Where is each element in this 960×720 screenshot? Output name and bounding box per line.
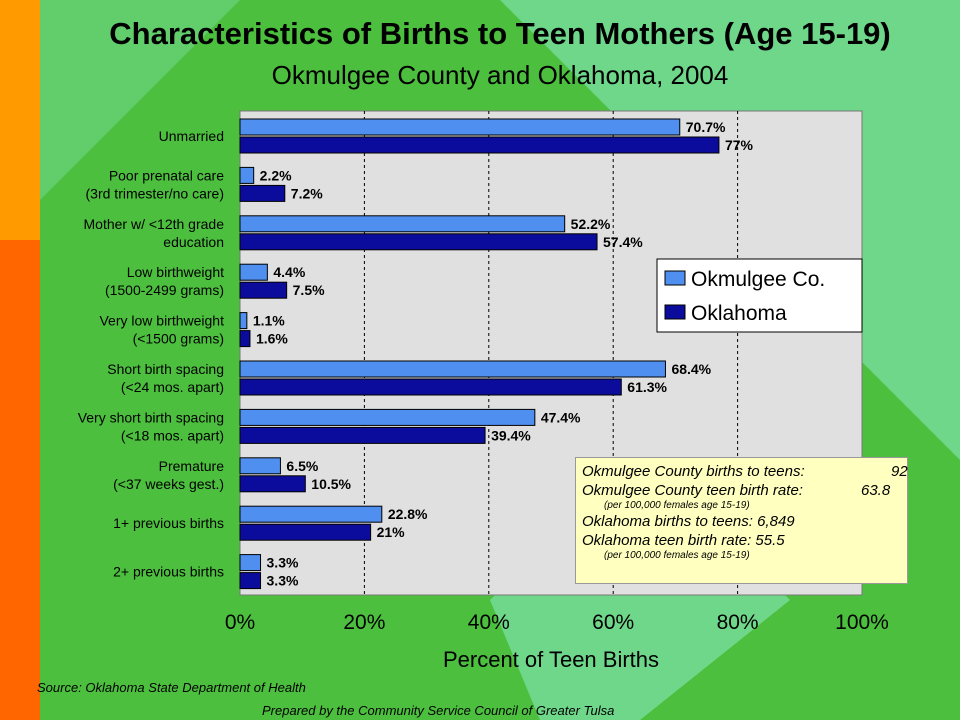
category-label: (<37 weeks gest.) (113, 476, 224, 492)
note-line3: (per 100,000 females age 15-19) (604, 500, 750, 511)
legend-label: Oklahoma (691, 302, 787, 325)
data-label: 1.1% (253, 313, 285, 329)
category-label: Poor prenatal care (109, 167, 224, 183)
data-label: 21% (377, 524, 406, 540)
data-label: 61.3% (627, 379, 667, 395)
note-okmulgee-rate: Okmulgee County teen birth rate: 63.8 (582, 481, 901, 500)
category-label: Very low birthweight (99, 313, 224, 329)
bar-oklahoma (239, 184, 286, 202)
chart-title: Characteristics of Births to Teen Mother… (109, 16, 891, 51)
data-label: 2.2% (260, 167, 292, 183)
bar-oklahoma (239, 378, 622, 396)
x-tick-label: 0% (225, 611, 255, 634)
bar-okmulgee (239, 166, 255, 184)
data-label: 70.7% (686, 119, 726, 135)
bar-okmulgee (239, 312, 248, 330)
category-label: (<18 mos. apart) (121, 427, 224, 443)
x-tick-label: 100% (835, 611, 889, 634)
category-label: Low birthweight (127, 264, 224, 280)
source-note: Source: Oklahoma State Department of Hea… (37, 680, 306, 695)
category-label: 1+ previous births (113, 515, 224, 531)
category-label: Mother w/ <12th grade (84, 216, 225, 232)
note-line6: (per 100,000 females age 15-19) (604, 550, 750, 561)
x-tick-label: 80% (717, 611, 759, 634)
category-label: Short birth spacing (107, 361, 224, 377)
bar-oklahoma (239, 572, 262, 590)
category-label: 2+ previous births (113, 564, 224, 580)
data-label: 10.5% (311, 476, 351, 492)
bar-oklahoma (239, 136, 720, 154)
category-label: Premature (159, 458, 225, 474)
data-label: 1.6% (256, 331, 288, 347)
category-label: (<24 mos. apart) (121, 379, 224, 395)
data-label: 4.4% (273, 264, 305, 280)
bar-oklahoma (239, 281, 288, 299)
bar-okmulgee (239, 457, 281, 475)
bar-okmulgee (239, 505, 383, 523)
data-label: 6.5% (286, 458, 318, 474)
x-axis-label: Percent of Teen Births (443, 647, 659, 672)
data-label: 7.5% (293, 282, 325, 298)
bar-oklahoma (239, 426, 486, 444)
bar-okmulgee (239, 408, 536, 426)
data-label: 47.4% (541, 409, 581, 425)
category-label: Unmarried (159, 128, 224, 144)
legend-label: Okmulgee Co. (691, 268, 825, 291)
bar-oklahoma (239, 233, 598, 251)
category-label: (3rd trimester/no care) (86, 185, 224, 201)
data-label: 7.2% (291, 185, 323, 201)
bar-oklahoma (239, 523, 372, 541)
bar-okmulgee (239, 215, 566, 233)
legend-swatch-okmulgee (664, 270, 686, 286)
data-label: 22.8% (388, 506, 428, 522)
chart-subtitle: Okmulgee County and Oklahoma, 2004 (271, 60, 729, 90)
data-label: 68.4% (671, 361, 711, 377)
note-line1-value: 92 (891, 463, 908, 480)
category-label: education (163, 234, 224, 250)
note-line2-label: Okmulgee County teen birth rate: (582, 482, 803, 499)
info-note-box: Okmulgee County births to teens: 92 Okmu… (575, 457, 908, 584)
x-tick-label: 40% (468, 611, 510, 634)
category-label: Very short birth spacing (78, 409, 224, 425)
prepared-by-note: Prepared by the Community Service Counci… (262, 703, 615, 718)
x-tick-label: 60% (592, 611, 634, 634)
bar-okmulgee (239, 118, 681, 136)
note-line4: Oklahoma births to teens: 6,849 (582, 513, 795, 530)
data-label: 3.3% (267, 573, 299, 589)
note-line1-label: Okmulgee County births to teens: (582, 463, 805, 480)
bar-okmulgee (239, 360, 666, 378)
x-tick-label: 20% (343, 611, 385, 634)
bar-oklahoma (239, 330, 251, 348)
data-label: 52.2% (571, 216, 611, 232)
note-line5: Oklahoma teen birth rate: 55.5 (582, 532, 785, 549)
category-label: (1500-2499 grams) (105, 282, 224, 298)
note-okmulgee-births: Okmulgee County births to teens: 92 (582, 462, 908, 481)
bar-okmulgee (239, 263, 268, 281)
category-label: (<1500 grams) (133, 331, 224, 347)
legend-swatch-oklahoma (664, 304, 686, 320)
data-label: 57.4% (603, 234, 643, 250)
bar-okmulgee (239, 554, 262, 572)
bar-oklahoma (239, 475, 306, 493)
data-label: 39.4% (491, 427, 531, 443)
legend-box (656, 258, 863, 333)
data-label: 77% (725, 137, 754, 153)
data-label: 3.3% (267, 555, 299, 571)
note-line2-value: 63.8 (861, 482, 891, 499)
